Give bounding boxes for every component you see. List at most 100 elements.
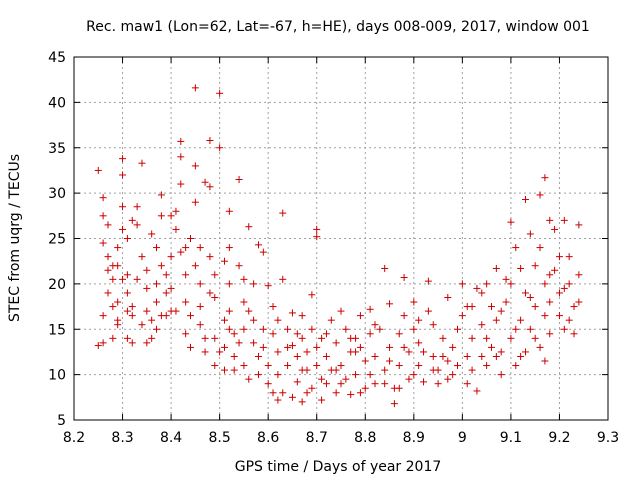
data-point bbox=[254, 371, 262, 379]
data-points bbox=[94, 84, 583, 408]
data-point bbox=[560, 325, 568, 333]
data-point bbox=[497, 371, 505, 379]
data-point bbox=[521, 348, 529, 356]
data-point bbox=[487, 343, 495, 351]
data-point bbox=[114, 298, 122, 306]
data-point bbox=[497, 307, 505, 315]
data-point bbox=[269, 389, 277, 397]
data-point bbox=[347, 334, 355, 342]
data-point bbox=[104, 253, 112, 261]
data-point bbox=[254, 352, 262, 360]
data-point bbox=[555, 289, 563, 297]
x-axis-label: GPS time / Days of year 2017 bbox=[235, 459, 442, 475]
data-point bbox=[444, 293, 452, 301]
data-point bbox=[240, 298, 248, 306]
y-tick-label: 10 bbox=[48, 368, 66, 384]
data-point bbox=[177, 180, 185, 188]
data-point bbox=[298, 366, 306, 374]
data-point bbox=[322, 330, 330, 338]
x-tick-label: 8.8 bbox=[354, 430, 376, 446]
data-point bbox=[332, 389, 340, 397]
data-point bbox=[143, 266, 151, 274]
data-point bbox=[449, 371, 457, 379]
data-point bbox=[507, 280, 515, 288]
data-point bbox=[318, 375, 326, 383]
data-point bbox=[332, 366, 340, 374]
data-point bbox=[177, 248, 185, 256]
data-point bbox=[167, 284, 175, 292]
data-point bbox=[502, 275, 510, 283]
y-tick-label: 20 bbox=[48, 277, 66, 293]
data-point bbox=[434, 380, 442, 388]
data-point bbox=[128, 303, 136, 311]
data-point bbox=[128, 312, 136, 320]
data-point bbox=[109, 275, 117, 283]
data-point bbox=[575, 298, 583, 306]
data-point bbox=[245, 307, 253, 315]
data-point bbox=[104, 266, 112, 274]
data-point bbox=[153, 280, 161, 288]
data-point bbox=[381, 366, 389, 374]
data-point bbox=[225, 244, 233, 252]
data-point bbox=[274, 316, 282, 324]
data-point bbox=[531, 303, 539, 311]
data-point bbox=[526, 293, 534, 301]
data-point bbox=[303, 389, 311, 397]
data-point bbox=[220, 343, 228, 351]
data-point bbox=[502, 298, 510, 306]
y-tick-label: 15 bbox=[48, 322, 66, 338]
data-point bbox=[211, 362, 219, 370]
data-point bbox=[415, 339, 423, 347]
data-point bbox=[463, 303, 471, 311]
data-point bbox=[162, 289, 170, 297]
data-point bbox=[284, 325, 292, 333]
data-point bbox=[245, 223, 253, 231]
data-point bbox=[148, 230, 156, 238]
data-point bbox=[211, 293, 219, 301]
data-point bbox=[133, 275, 141, 283]
data-point bbox=[424, 307, 432, 315]
data-point bbox=[182, 244, 190, 252]
data-point bbox=[483, 362, 491, 370]
x-tick-label: 8.7 bbox=[306, 430, 328, 446]
data-point bbox=[512, 325, 520, 333]
data-point bbox=[526, 230, 534, 238]
data-point bbox=[507, 218, 515, 226]
x-tick-label: 9 bbox=[458, 430, 467, 446]
data-point bbox=[390, 400, 398, 408]
data-point bbox=[492, 264, 500, 272]
data-point bbox=[119, 171, 127, 179]
data-point bbox=[400, 274, 408, 282]
data-point bbox=[444, 375, 452, 383]
data-point bbox=[551, 266, 559, 274]
data-point bbox=[279, 389, 287, 397]
data-point bbox=[119, 275, 127, 283]
data-point bbox=[274, 396, 282, 404]
data-point bbox=[410, 325, 418, 333]
data-point bbox=[206, 253, 214, 261]
y-tick-label: 5 bbox=[57, 413, 66, 429]
data-point bbox=[473, 387, 481, 395]
data-point bbox=[177, 137, 185, 145]
data-point bbox=[94, 166, 102, 174]
data-point bbox=[114, 244, 122, 252]
data-point bbox=[172, 307, 180, 315]
data-point bbox=[371, 380, 379, 388]
data-point bbox=[274, 348, 282, 356]
data-point bbox=[187, 343, 195, 351]
data-point bbox=[284, 362, 292, 370]
data-point bbox=[187, 312, 195, 320]
data-point bbox=[347, 391, 355, 399]
data-point bbox=[381, 380, 389, 388]
data-point bbox=[196, 244, 204, 252]
data-point bbox=[570, 330, 578, 338]
data-point bbox=[206, 136, 214, 144]
data-point bbox=[463, 380, 471, 388]
data-point bbox=[551, 225, 559, 233]
data-point bbox=[191, 262, 199, 270]
data-point bbox=[405, 375, 413, 383]
data-point bbox=[196, 280, 204, 288]
data-point bbox=[352, 348, 360, 356]
y-tick-label: 40 bbox=[48, 95, 66, 111]
data-point bbox=[240, 362, 248, 370]
